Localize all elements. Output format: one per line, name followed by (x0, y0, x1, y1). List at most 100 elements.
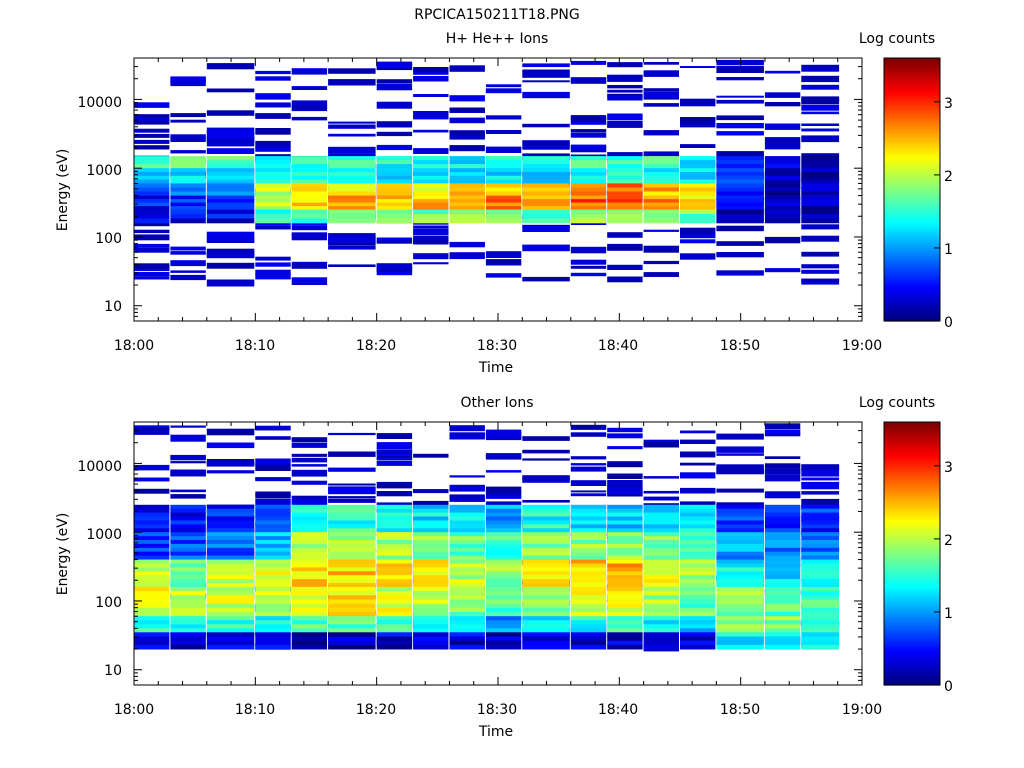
heatmap-cell (413, 489, 449, 493)
heatmap-cell (255, 113, 291, 117)
heatmap-cell (255, 160, 291, 165)
heatmap-cell (680, 102, 716, 107)
colorbar-segment (884, 621, 940, 626)
heatmap-cell (449, 640, 485, 646)
heatmap-cell (134, 214, 170, 219)
colorbar-segment (884, 100, 940, 104)
heatmap-cell (485, 595, 522, 600)
heatmap-cell (413, 504, 449, 510)
heatmap-cell (255, 586, 291, 592)
heatmap-cell (522, 191, 570, 196)
heatmap-cell (328, 528, 376, 533)
heatmap-cell (607, 85, 643, 89)
heatmap-cell (413, 111, 449, 118)
colorbar-segment (884, 469, 940, 473)
colorbar-segment (884, 519, 940, 523)
heatmap-cell (328, 559, 376, 564)
heatmap-cell (643, 504, 679, 510)
heatmap-cell (522, 583, 570, 588)
heatmap-cell (643, 555, 679, 560)
heatmap-cell (716, 559, 764, 564)
heatmap-cell (643, 540, 679, 545)
heatmap-cell (716, 66, 764, 69)
heatmap-cell (134, 206, 170, 210)
colorbar-segment (884, 535, 940, 539)
heatmap-cell (522, 449, 570, 454)
heatmap-cell (570, 607, 607, 613)
x-tick-label: 19:00 (842, 338, 882, 354)
heatmap-cell (376, 195, 413, 200)
heatmap-cell (413, 636, 449, 642)
heatmap-cell (255, 214, 291, 219)
heatmap-cell (643, 476, 679, 479)
heatmap-cell (764, 268, 801, 273)
heatmap-cell (607, 620, 643, 625)
heatmap-cell (570, 595, 607, 600)
x-axis-label: Time (478, 724, 513, 740)
heatmap-cell (134, 616, 170, 621)
heatmap-cell (376, 620, 413, 625)
heatmap-cell (134, 540, 170, 545)
heatmap-cell (376, 168, 413, 173)
heatmap-cell (291, 504, 328, 510)
colorbar-segment (884, 587, 940, 591)
heatmap-cell (764, 571, 801, 576)
heatmap-cell (413, 571, 449, 576)
heatmap-cell (764, 524, 801, 529)
heatmap-cell (607, 276, 643, 283)
heatmap-cell (134, 524, 170, 529)
heatmap-cell (170, 134, 206, 139)
heatmap-cell (170, 508, 206, 513)
heatmap-cell (485, 636, 522, 642)
heatmap-cell (801, 209, 840, 215)
colorbar-segment (884, 297, 940, 301)
y-axis-label: Energy (eV) (55, 149, 71, 232)
heatmap-cell (570, 624, 607, 629)
heatmap-cell (449, 95, 485, 100)
heatmap-cell (680, 156, 716, 161)
heatmap-cell (449, 172, 485, 177)
heatmap-cell (255, 225, 291, 230)
heatmap-cell (764, 644, 801, 650)
heatmap-cell (170, 612, 206, 617)
heatmap-cell (134, 191, 170, 196)
heatmap-cell (291, 555, 328, 560)
heatmap-cell (716, 603, 764, 609)
heatmap-cell (485, 512, 522, 517)
x-tick-label: 18:40 (598, 338, 638, 354)
heatmap-cell (801, 644, 840, 650)
heatmap-cell (134, 187, 170, 192)
heatmap-cell (716, 616, 764, 621)
heatmap-cell (291, 644, 328, 650)
heatmap-cell (376, 449, 413, 454)
heatmap-cell (680, 540, 716, 545)
heatmap-cell (134, 179, 170, 184)
heatmap-cell (716, 620, 764, 625)
heatmap-cell (801, 235, 840, 242)
colorbar-segment (884, 271, 940, 275)
heatmap-cell (134, 567, 170, 572)
heatmap-cell (328, 620, 376, 625)
heatmap-cell (570, 60, 607, 65)
heatmap-cell (485, 263, 522, 266)
heatmap-cell (764, 595, 801, 600)
heatmap-cell (570, 644, 607, 650)
colorbar-frame (883, 57, 941, 322)
heatmap-cell (255, 269, 291, 275)
heatmap-cell (170, 547, 206, 553)
heatmap-cell (206, 63, 255, 70)
colorbar-segment (884, 189, 940, 193)
heatmap-cell (449, 603, 485, 609)
heatmap-cell (206, 644, 255, 650)
heatmap-cell (607, 543, 643, 549)
heatmap-cell (716, 612, 764, 617)
heatmap-cell (255, 179, 291, 184)
heatmap-cell (485, 179, 522, 184)
heatmap-cell (643, 571, 679, 576)
colorbar-segment (884, 236, 940, 241)
heatmap-cell (449, 591, 485, 596)
heatmap-cell (206, 599, 255, 605)
heatmap-cell (607, 434, 643, 439)
heatmap-cell (376, 583, 413, 588)
heatmap-cell (206, 279, 255, 287)
